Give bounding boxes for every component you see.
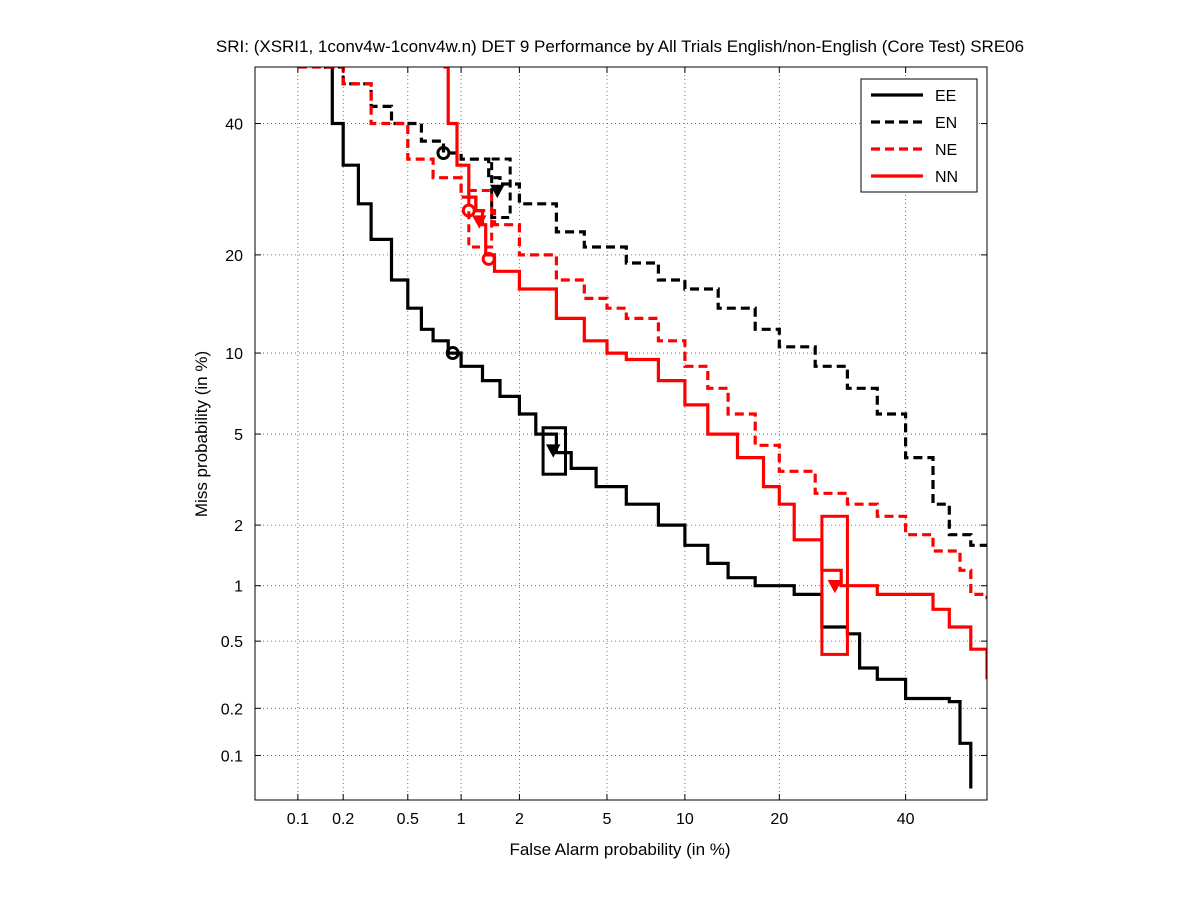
y-tick-label: 2 <box>234 518 243 535</box>
x-tick-label: 0.2 <box>332 811 354 828</box>
actual-dcf-marker-en <box>490 184 505 199</box>
series-line-nn <box>443 67 987 680</box>
actual-dcf-marker-ee <box>545 444 561 458</box>
x-tick-label: 40 <box>897 811 915 828</box>
x-tick-label: 20 <box>770 811 788 828</box>
min-dcf-marker-ne <box>481 251 496 266</box>
chart-title: SRI: (XSRI1, 1conv4w-1conv4w.n) DET 9 Pe… <box>216 37 1024 56</box>
min-dcf-marker-ee <box>445 346 460 361</box>
actual-dcf-marker-nn <box>827 579 843 594</box>
confidence-box-nn <box>820 514 849 656</box>
marker-layer <box>436 146 849 656</box>
y-axis-label: Miss probability (in %) <box>192 351 211 517</box>
x-tick-label: 0.1 <box>287 811 309 828</box>
y-tick-label: 0.1 <box>221 748 243 765</box>
y-tick-label: 0.2 <box>221 701 243 718</box>
confidence-box-ee <box>541 426 567 476</box>
x-tick-label: 5 <box>603 811 612 828</box>
y-axis: 0.1 0.2 0.5 1 2 5 10 20 40 <box>221 117 987 765</box>
series-layer <box>297 67 987 789</box>
legend-label-ee: EE <box>935 88 956 105</box>
min-dcf-marker-en <box>436 146 451 161</box>
x-tick-label: 1 <box>457 811 466 828</box>
y-tick-label: 1 <box>234 579 243 596</box>
plot-frame <box>254 66 988 801</box>
x-tick-label: 2 <box>515 811 524 828</box>
x-tick-label: 0.5 <box>397 811 419 828</box>
legend-box <box>860 78 978 193</box>
series-line-ee <box>324 67 973 789</box>
y-tick-label: 5 <box>234 427 243 444</box>
confidence-box-ne <box>467 189 494 249</box>
legend-label-en: EN <box>935 115 957 132</box>
y-tick-label: 0.5 <box>221 634 243 651</box>
legend-label-ne: NE <box>935 142 957 159</box>
x-tick-label: 10 <box>676 811 694 828</box>
actual-dcf-marker-ne <box>472 215 487 229</box>
series-line-en <box>324 67 987 547</box>
y-tick-label: 10 <box>225 346 243 363</box>
legend-label-nn: NN <box>935 169 958 186</box>
series-line-ne <box>297 67 987 600</box>
legend: EE EN NE NN <box>860 78 978 193</box>
confidence-box-en <box>490 157 512 220</box>
x-axis-label: False Alarm probability (in %) <box>509 840 730 859</box>
y-tick-label: 20 <box>225 248 243 265</box>
y-tick-label: 40 <box>225 117 243 134</box>
min-dcf-marker-nn <box>461 203 476 218</box>
x-axis: 0.1 0.2 0.5 1 2 5 10 20 40 <box>287 67 915 828</box>
